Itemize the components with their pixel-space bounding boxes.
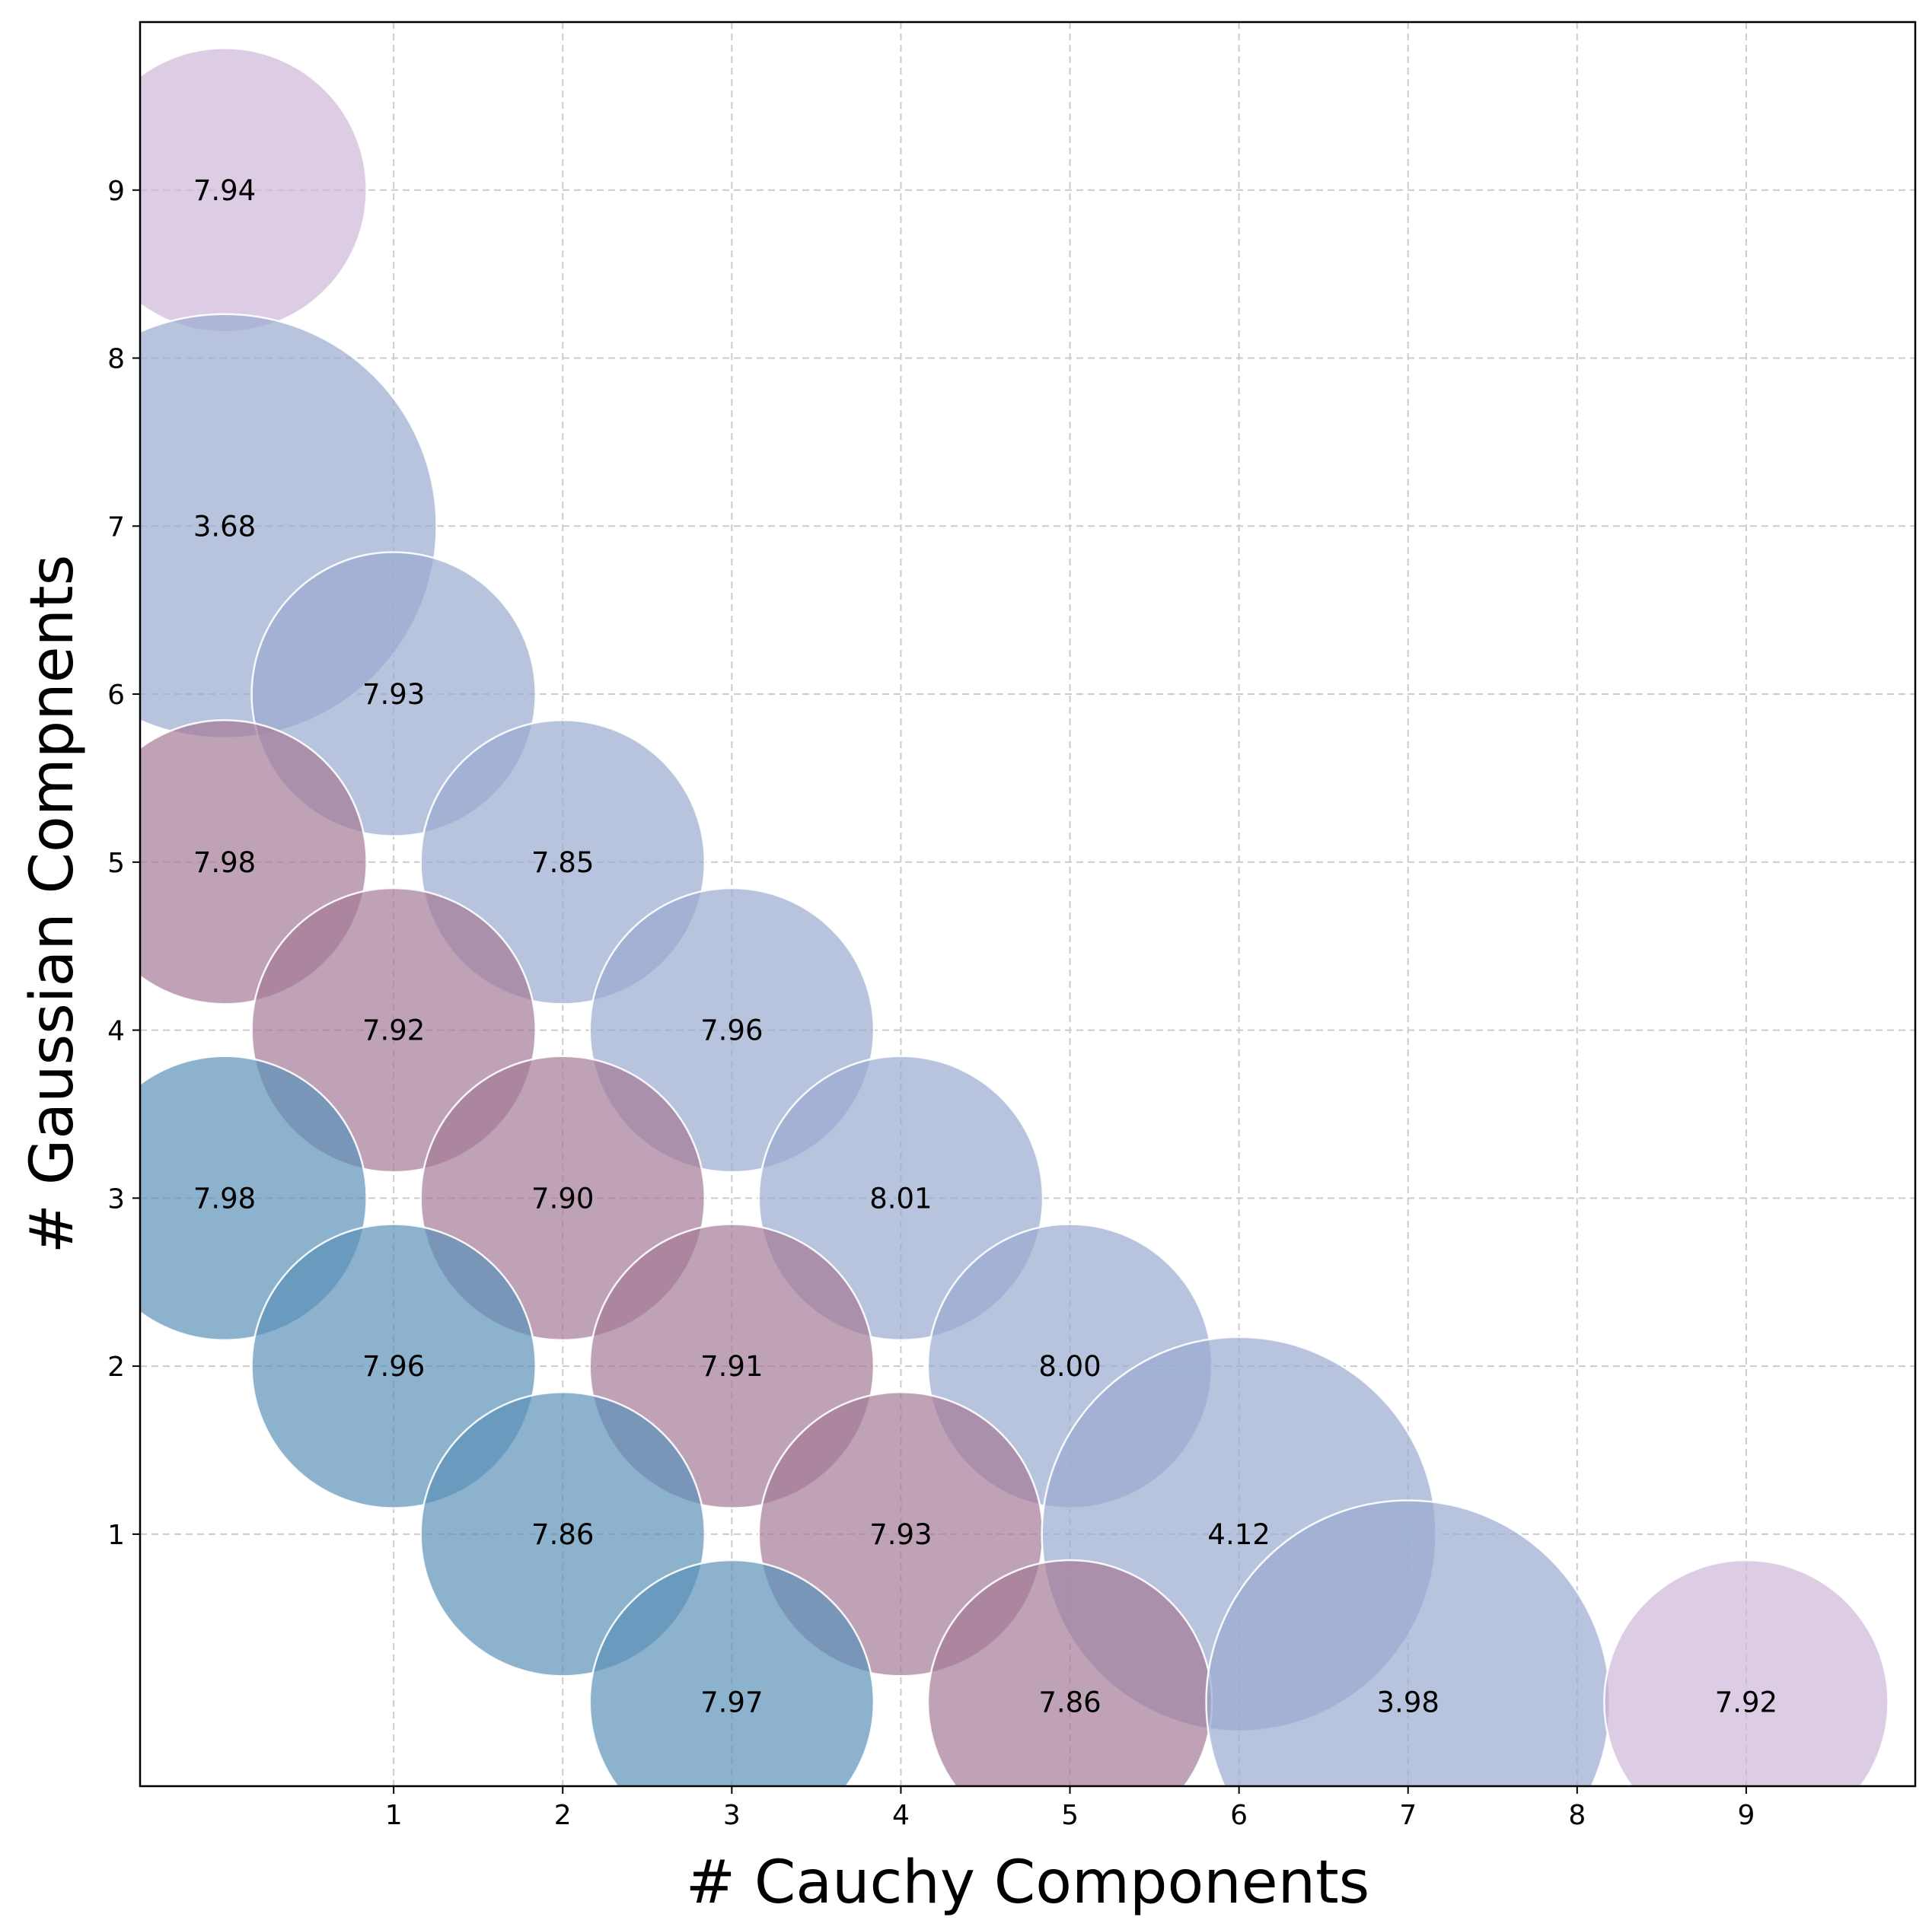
bubble-value-label: 7.90 bbox=[531, 1182, 594, 1215]
bubble-value-label: 3.98 bbox=[1377, 1686, 1439, 1719]
x-tick-label: 1 bbox=[385, 1800, 403, 1831]
bubble-value-label: 3.68 bbox=[193, 510, 256, 543]
bubble bbox=[1603, 1559, 1889, 1786]
x-tick-label: 3 bbox=[723, 1800, 741, 1831]
bubble-value-label: 7.98 bbox=[193, 846, 256, 879]
bubble-value-label: 7.94 bbox=[193, 174, 256, 207]
x-tick-label: 2 bbox=[554, 1800, 572, 1831]
bubble-value-label: 7.86 bbox=[531, 1518, 594, 1551]
bubble-value-label: 7.93 bbox=[869, 1518, 932, 1551]
y-axis-ticks: 1 2 3 4 5 6 7 8 9 bbox=[107, 176, 140, 1551]
y-tick-label: 9 bbox=[107, 176, 125, 207]
y-tick-label: 1 bbox=[107, 1520, 125, 1551]
plot-frame bbox=[139, 21, 1917, 1788]
bubble-value-label: 7.92 bbox=[362, 1014, 425, 1047]
x-tick-label: 5 bbox=[1061, 1800, 1079, 1831]
y-tick-label: 7 bbox=[107, 511, 125, 543]
bubble-value-label: 7.97 bbox=[700, 1686, 763, 1719]
y-tick-label: 2 bbox=[107, 1352, 125, 1383]
bubble-value-label: 4.12 bbox=[1207, 1518, 1270, 1551]
x-tick-label: 6 bbox=[1230, 1800, 1248, 1831]
y-tick-label: 5 bbox=[107, 848, 125, 879]
x-tick-label: 9 bbox=[1737, 1800, 1755, 1831]
y-tick-label: 3 bbox=[107, 1183, 125, 1215]
bubble-value-label: 7.96 bbox=[700, 1014, 763, 1047]
y-tick-label: 8 bbox=[107, 344, 125, 375]
y-tick-label: 6 bbox=[107, 680, 125, 711]
bubble-value-label: 7.86 bbox=[1038, 1686, 1101, 1719]
x-tick-label: 8 bbox=[1568, 1800, 1586, 1831]
bubble-value-label: 7.98 bbox=[193, 1182, 256, 1215]
bubble-value-label: 7.85 bbox=[531, 846, 594, 879]
x-tick-label: 4 bbox=[892, 1800, 910, 1831]
y-axis-title: # Gaussian Compnents bbox=[18, 555, 87, 1254]
bubble-value-label: 7.92 bbox=[1715, 1686, 1777, 1719]
y-tick-label: 4 bbox=[107, 1016, 125, 1047]
x-tick-label: 7 bbox=[1399, 1800, 1417, 1831]
bubble-value-label: 8.00 bbox=[1038, 1350, 1101, 1383]
bubble-value-label: 7.93 bbox=[362, 678, 425, 711]
bubble-labels: 7.94 3.68 7.93 7.98 7.85 7.92 7.96 7.98 7.90 8.01… bbox=[193, 174, 1777, 1719]
bubble bbox=[588, 1559, 875, 1786]
x-axis-title: # Cauchy Components bbox=[686, 1849, 1370, 1917]
x-axis-ticks: 1 2 3 4 5 6 7 8 9 bbox=[385, 1786, 1755, 1831]
bubbles bbox=[140, 47, 1889, 1786]
bubble-value-label: 7.91 bbox=[700, 1350, 763, 1383]
bubble-value-label: 8.01 bbox=[869, 1182, 932, 1215]
bubble-value-label: 7.96 bbox=[362, 1350, 425, 1383]
